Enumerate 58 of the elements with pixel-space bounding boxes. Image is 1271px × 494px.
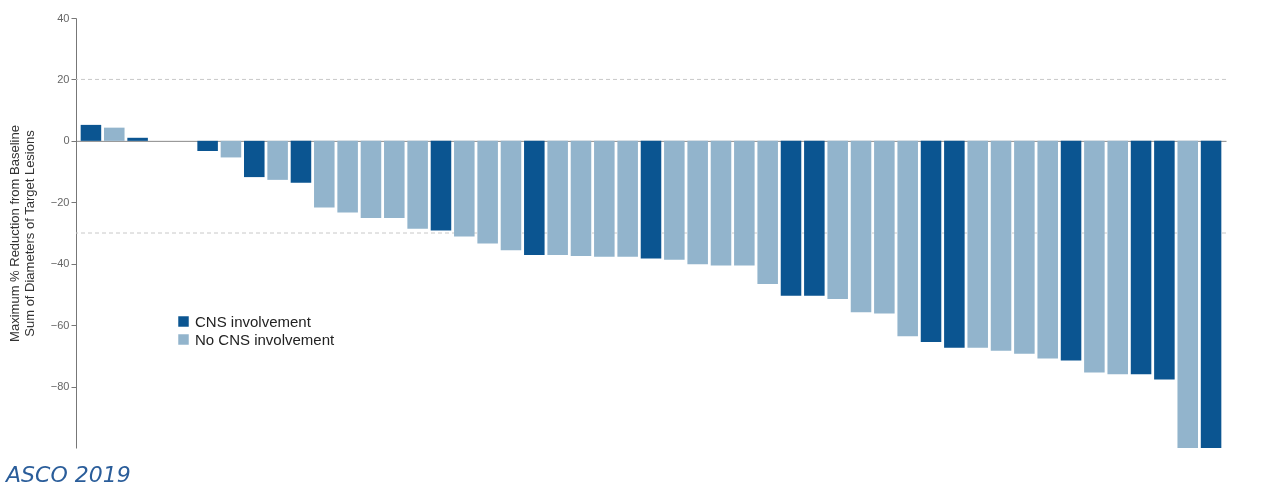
bar bbox=[1060, 140, 1082, 361]
bar bbox=[1177, 140, 1198, 448]
bar bbox=[80, 124, 102, 141]
bar bbox=[430, 140, 452, 231]
bar bbox=[220, 140, 242, 158]
y-tick-label: −80 bbox=[50, 380, 70, 393]
bar bbox=[664, 140, 685, 260]
bar bbox=[314, 140, 335, 208]
bar bbox=[1107, 140, 1128, 375]
bar bbox=[780, 140, 802, 296]
bar bbox=[687, 140, 708, 265]
bar bbox=[267, 140, 288, 180]
bar bbox=[1130, 140, 1152, 375]
bar bbox=[850, 140, 872, 313]
bar bbox=[1154, 140, 1175, 380]
bar bbox=[104, 127, 125, 141]
y-tick-label: −60 bbox=[50, 318, 70, 331]
bar bbox=[1200, 140, 1222, 448]
bar bbox=[127, 137, 148, 141]
y-tick-label: 40 bbox=[57, 11, 70, 24]
bar bbox=[1084, 140, 1105, 373]
bar bbox=[384, 140, 405, 218]
bar bbox=[570, 140, 592, 257]
bar bbox=[874, 140, 895, 314]
y-tick-label: 0 bbox=[63, 134, 70, 147]
bar bbox=[1037, 140, 1058, 359]
bar bbox=[524, 140, 545, 256]
y-axis-title: Maximum % Reduction from Baseline Sum of Diameters of Target Lesions bbox=[6, 125, 37, 342]
bar bbox=[477, 140, 498, 244]
bar bbox=[897, 140, 918, 337]
bar bbox=[804, 140, 825, 296]
legend-label: CNS involvement bbox=[195, 312, 312, 330]
bar bbox=[337, 140, 358, 213]
bar bbox=[967, 140, 988, 348]
bar bbox=[710, 140, 732, 266]
bar bbox=[757, 140, 778, 284]
legend-label: No CNS involvement bbox=[195, 330, 336, 348]
bar bbox=[407, 140, 428, 229]
bar bbox=[547, 140, 568, 256]
text: ASCO 2019 bbox=[6, 462, 131, 487]
y-tick-label: 20 bbox=[57, 72, 70, 85]
y-tick-label: −40 bbox=[50, 257, 70, 270]
bar bbox=[920, 140, 942, 343]
bar bbox=[990, 140, 1012, 351]
bar bbox=[1014, 140, 1035, 354]
y-tick-label: −20 bbox=[50, 195, 70, 208]
bar bbox=[944, 140, 965, 348]
bar bbox=[734, 140, 755, 266]
bar bbox=[244, 140, 265, 178]
bar bbox=[617, 140, 638, 257]
bar bbox=[360, 140, 382, 218]
bar bbox=[640, 140, 662, 259]
bar bbox=[827, 140, 848, 300]
bar bbox=[290, 140, 312, 183]
bar bbox=[454, 140, 475, 237]
bar bbox=[594, 140, 615, 257]
bar bbox=[500, 140, 522, 251]
bar bbox=[197, 140, 218, 151]
